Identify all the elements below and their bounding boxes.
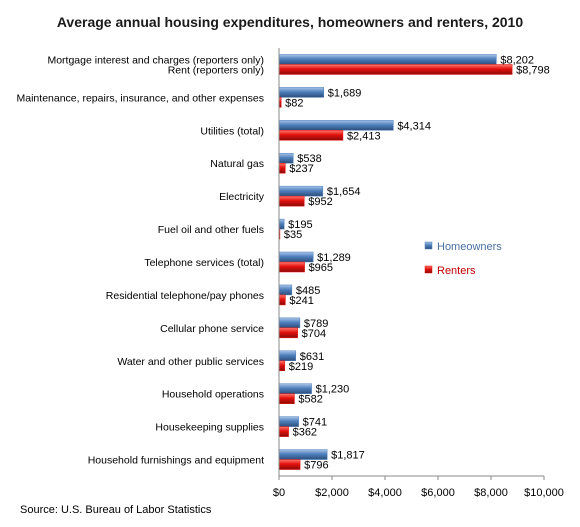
- x-tick-label: $8,000: [474, 487, 508, 499]
- x-ticks-group: $0 $2,000 $4,000 $6,000 $8,000 $10,000: [273, 476, 564, 499]
- source-note: Source: U.S. Bureau of Labor Statistics: [20, 504, 212, 516]
- homeowners-bar: [278, 87, 325, 98]
- renters-value-label: $237: [289, 163, 313, 175]
- homeowners-bar: [278, 54, 497, 65]
- renters-value-label: $8,798: [516, 64, 550, 76]
- renters-bar: [278, 393, 295, 404]
- category-label: Maintenance, repairs, insurance, and oth…: [17, 92, 264, 104]
- renters-bar: [278, 360, 286, 372]
- homeowners-bar: [278, 152, 294, 164]
- renters-bar: [278, 64, 513, 75]
- category-label: Mortgage interest and charges (reporters…: [47, 54, 264, 66]
- renters-value-label: $796: [304, 460, 328, 472]
- homeowners-value-label: $789: [304, 318, 328, 330]
- renters-value-label: $82: [285, 97, 303, 109]
- renters-value-label: $2,413: [347, 130, 381, 142]
- category-label: Fuel oil and other fuels: [158, 224, 264, 236]
- chart-title: Average annual housing expenditures, hom…: [56, 14, 524, 30]
- homeowners-value-label: $538: [297, 153, 321, 165]
- bars-group: [278, 54, 513, 470]
- category-label: Household operations: [162, 389, 264, 401]
- renters-value-label: $219: [289, 361, 313, 373]
- legend: Homeowners Renters: [424, 241, 502, 277]
- category-label: Housekeeping supplies: [155, 422, 264, 434]
- x-tick-label: $10,000: [524, 487, 564, 499]
- renters-bar: [278, 426, 289, 437]
- homeowners-value-label: $1,654: [327, 186, 361, 198]
- homeowners-value-label: $631: [300, 351, 324, 363]
- renters-bar: [278, 261, 305, 273]
- homeowners-bar: [278, 218, 285, 230]
- homeowners-value-label: $1,817: [331, 450, 365, 462]
- x-tick-label: $4,000: [368, 487, 402, 499]
- homeowners-value-label: $1,689: [328, 87, 362, 99]
- homeowners-value-label: $8,202: [500, 54, 534, 66]
- renters-bar: [278, 327, 298, 339]
- renters-bar: [278, 294, 286, 306]
- category-label: Cellular phone service: [160, 323, 264, 335]
- category-label: Utilities (total): [200, 125, 264, 137]
- renters-value-label: $952: [308, 196, 332, 208]
- renters-value-label: $965: [309, 262, 333, 274]
- category-label: Rent (reporters only): [168, 64, 264, 76]
- homeowners-bar: [278, 185, 324, 197]
- labels-group: $8,202$8,798 Mortgage interest and charge…: [17, 54, 550, 471]
- legend-label-homeowners: Homeowners: [437, 241, 502, 253]
- category-label: Electricity: [219, 191, 265, 203]
- homeowners-value-label: $1,289: [317, 252, 351, 264]
- category-label: Telephone services (total): [144, 257, 264, 269]
- renters-value-label: $241: [289, 295, 313, 307]
- x-tick-label: $0: [273, 487, 285, 499]
- renters-value-label: $362: [293, 427, 317, 439]
- legend-swatch-homeowners: [424, 241, 433, 250]
- homeowners-bar: [278, 251, 314, 263]
- x-tick-label: $6,000: [421, 487, 455, 499]
- category-label: Water and other public services: [117, 356, 264, 368]
- homeowners-bar: [278, 449, 328, 460]
- homeowners-value-label: $195: [288, 219, 312, 231]
- category-label: Household furnishings and equipment: [88, 455, 264, 467]
- renters-value-label: $582: [298, 394, 322, 406]
- homeowners-bar: [278, 317, 301, 329]
- renters-bar: [278, 162, 286, 174]
- renters-value-label: $704: [302, 328, 326, 340]
- homeowners-value-label: $485: [296, 285, 320, 297]
- homeowners-bar: [278, 383, 312, 394]
- homeowners-bar: [278, 350, 296, 362]
- homeowners-bar: [278, 416, 299, 427]
- homeowners-value-label: $1,230: [316, 384, 350, 396]
- homeowners-bar: [278, 120, 394, 131]
- legend-label-renters: Renters: [437, 265, 476, 277]
- renters-value-label: $35: [284, 229, 302, 241]
- homeowners-bar: [278, 284, 293, 296]
- renters-bar: [278, 195, 305, 207]
- homeowners-value-label: $4,314: [397, 120, 431, 132]
- renters-bar: [278, 130, 344, 141]
- category-label: Natural gas: [210, 158, 264, 170]
- renters-bar: [278, 459, 301, 470]
- category-label: Residential telephone/pay phones: [106, 290, 264, 302]
- homeowners-value-label: $741: [303, 417, 327, 429]
- legend-swatch-renters: [424, 265, 433, 274]
- x-tick-label: $2,000: [315, 487, 349, 499]
